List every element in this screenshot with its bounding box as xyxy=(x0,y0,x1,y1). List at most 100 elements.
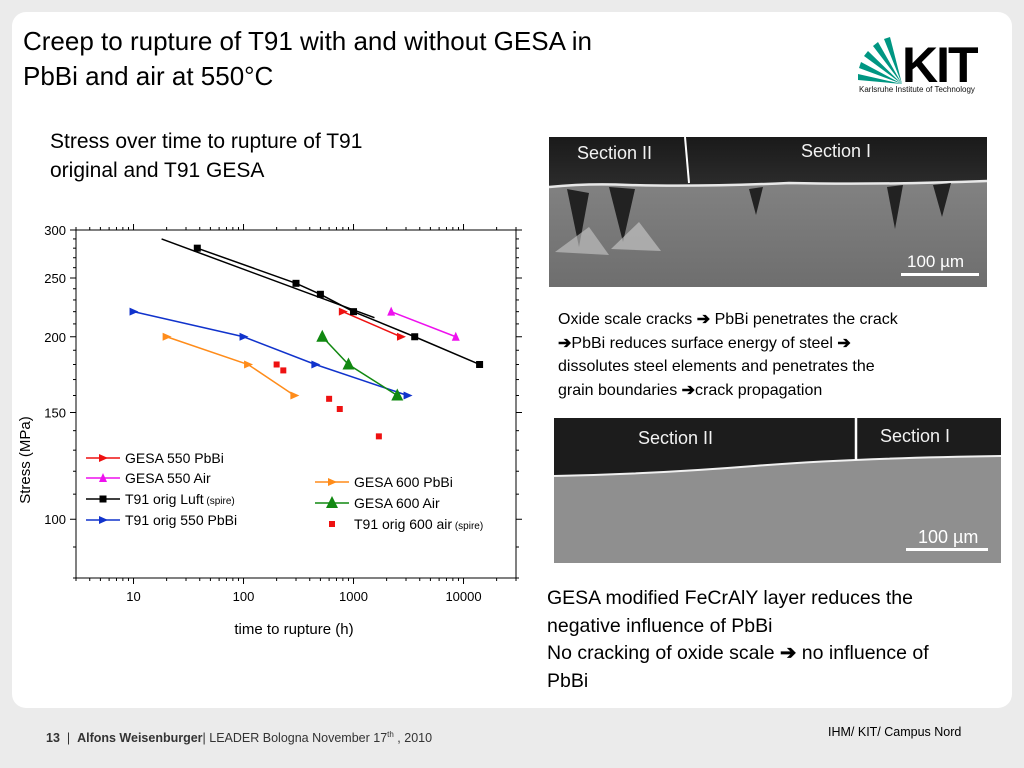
legend-label: GESA 550 PbBi xyxy=(125,450,224,466)
kit-logo-subtitle: Karlsruhe Institute of Technology xyxy=(859,85,975,94)
explanation-line-2: ➔PbBi reduces surface energy of steel ➔ xyxy=(558,334,851,352)
legend-label: GESA 600 PbBi xyxy=(354,474,453,490)
data-point xyxy=(316,290,324,298)
arrow-icon: ➔ xyxy=(837,334,851,352)
legend-entry: GESA 550 PbBi xyxy=(86,450,224,466)
conclusion-line-4: PbBi xyxy=(547,669,589,692)
data-point xyxy=(311,360,321,369)
series-line xyxy=(321,336,398,397)
legend-label: T91 orig 600 air (spire) xyxy=(354,516,483,532)
data-point xyxy=(280,367,287,374)
conclusion-line-3: No cracking of oxide scale ➔ no influenc… xyxy=(547,642,929,664)
explanation-line-1: Oxide scale cracks ➔ PbBi penetrates the… xyxy=(558,311,898,328)
y-tick-label: 300 xyxy=(44,223,66,238)
legend-marker xyxy=(99,473,107,482)
explanation-line-4: grain boundaries ➔crack propagation xyxy=(558,381,823,399)
sem2-scale-label: 100 µm xyxy=(918,527,978,547)
sem1-section-ii-label: Section II xyxy=(577,143,652,163)
slide-card xyxy=(12,12,1012,708)
title-line-1: Creep to rupture of T91 with and without… xyxy=(23,26,592,56)
series-line xyxy=(390,310,457,338)
legend-marker xyxy=(99,495,107,503)
legend-marker xyxy=(326,496,338,508)
x-tick-label: 100 xyxy=(233,589,255,604)
conclusion-line-1: GESA modified FeCrAlY layer reduces the xyxy=(547,587,913,609)
x-tick-label: 1000 xyxy=(339,589,368,604)
chart-x-axis-label: time to rupture (h) xyxy=(234,621,353,638)
sem-image-gesa-layer: Section II Section I 100 µm xyxy=(554,418,1001,563)
footer-left: 13 | Alfons Weisenburger| LEADER Bologna… xyxy=(46,730,432,745)
legend-entry: GESA 550 Air xyxy=(86,470,211,486)
gesa-conclusion: GESA modified FeCrAlY layer reduces the … xyxy=(547,585,1007,695)
legend-label: T91 orig Luft (spire) xyxy=(125,491,235,507)
sem-image-cracked-oxide: Section II Section I 100 µm xyxy=(549,137,987,287)
series-gesa-600-air xyxy=(316,329,404,401)
legend-marker xyxy=(99,516,108,524)
footer-event: | LEADER Bologna November 17 xyxy=(202,731,388,746)
chart-legend: GESA 550 PbBi GESA 550 Air T91 orig Luft (… xyxy=(86,450,483,532)
data-point xyxy=(391,388,404,401)
legend-entry: T91 orig Luft (spire) xyxy=(86,491,235,507)
legend-entry: T91 orig 600 air (spire) xyxy=(329,516,483,532)
series-line xyxy=(197,247,480,366)
chart-series xyxy=(129,238,484,440)
chart-subtitle: Stress over time to rupture of T91 origi… xyxy=(50,127,470,185)
legend-marker xyxy=(328,478,337,486)
y-tick-label: 100 xyxy=(44,512,66,527)
sem2-scale-bar xyxy=(906,548,988,551)
footer-right: IHM/ KIT/ Campus Nord xyxy=(828,725,962,739)
chart-axes: 10 100 1000 10000 100 150 200 250 300 xyxy=(44,223,522,604)
sem1-scale-bar xyxy=(901,273,979,276)
sem1-scale-label: 100 µm xyxy=(907,252,964,271)
sem2-section-ii-label: Section II xyxy=(638,428,713,448)
data-point xyxy=(375,433,382,440)
data-point xyxy=(451,331,460,341)
footer-year: , 2010 xyxy=(393,731,433,746)
series-t91-orig-600-air xyxy=(273,361,382,440)
arrow-icon: ➔ xyxy=(681,381,696,399)
data-point xyxy=(316,329,329,342)
footer-author: Alfons Weisenburger xyxy=(77,731,203,746)
kit-logo: KIT xyxy=(858,37,980,93)
legend-entry: T91 orig 550 PbBi xyxy=(86,512,237,528)
crack-explanation: Oxide scale cracks ➔ PbBi penetrates the… xyxy=(558,308,998,402)
series-gesa-550-air xyxy=(387,306,460,341)
data-point xyxy=(411,333,419,341)
data-point xyxy=(292,279,300,287)
sem2-section-i-label: Section I xyxy=(880,426,950,446)
footer-sup: th xyxy=(387,730,394,739)
legend-label: T91 orig 550 PbBi xyxy=(125,512,237,528)
legend-label-suffix: (spire) xyxy=(204,496,235,507)
series-t91-orig-luft xyxy=(161,238,484,368)
y-tick-label: 250 xyxy=(44,271,66,286)
legend-marker xyxy=(99,454,108,462)
legend-entry: GESA 600 PbBi xyxy=(315,474,453,490)
subtitle-line-2: original and T91 GESA xyxy=(50,159,265,182)
legend-label: GESA 600 Air xyxy=(354,495,440,511)
conclusion-line-2: negative influence of PbBi xyxy=(547,614,773,637)
legend-label: GESA 550 Air xyxy=(125,470,211,486)
legend-label-suffix: (spire) xyxy=(452,521,483,532)
y-tick-label: 150 xyxy=(44,405,66,420)
data-point xyxy=(162,332,172,341)
sem1-section-i-label: Section I xyxy=(801,141,871,161)
chart-y-axis-label: Stress (MPa) xyxy=(17,416,34,504)
data-point xyxy=(342,357,355,370)
data-point xyxy=(336,406,343,413)
legend-entry: GESA 600 Air xyxy=(315,495,440,511)
x-tick-label: 10000 xyxy=(445,589,481,604)
explanation-line-3: dissolutes steel elements and penetrates… xyxy=(558,358,875,375)
slide-title: Creep to rupture of T91 with and without… xyxy=(23,24,783,94)
data-point xyxy=(476,360,484,368)
y-tick-label: 200 xyxy=(44,330,66,345)
subtitle-line-1: Stress over time to rupture of T91 xyxy=(50,130,363,153)
series-gesa-550-pbbi xyxy=(338,307,406,341)
footer-separator: | xyxy=(66,731,71,746)
arrow-icon: ➔ xyxy=(696,311,711,328)
series-gesa-600-pbbi xyxy=(162,332,300,400)
data-point xyxy=(290,391,300,400)
arrow-icon: ➔ xyxy=(780,642,797,664)
series-line xyxy=(133,310,408,397)
data-point xyxy=(129,307,139,316)
data-point xyxy=(273,361,280,368)
